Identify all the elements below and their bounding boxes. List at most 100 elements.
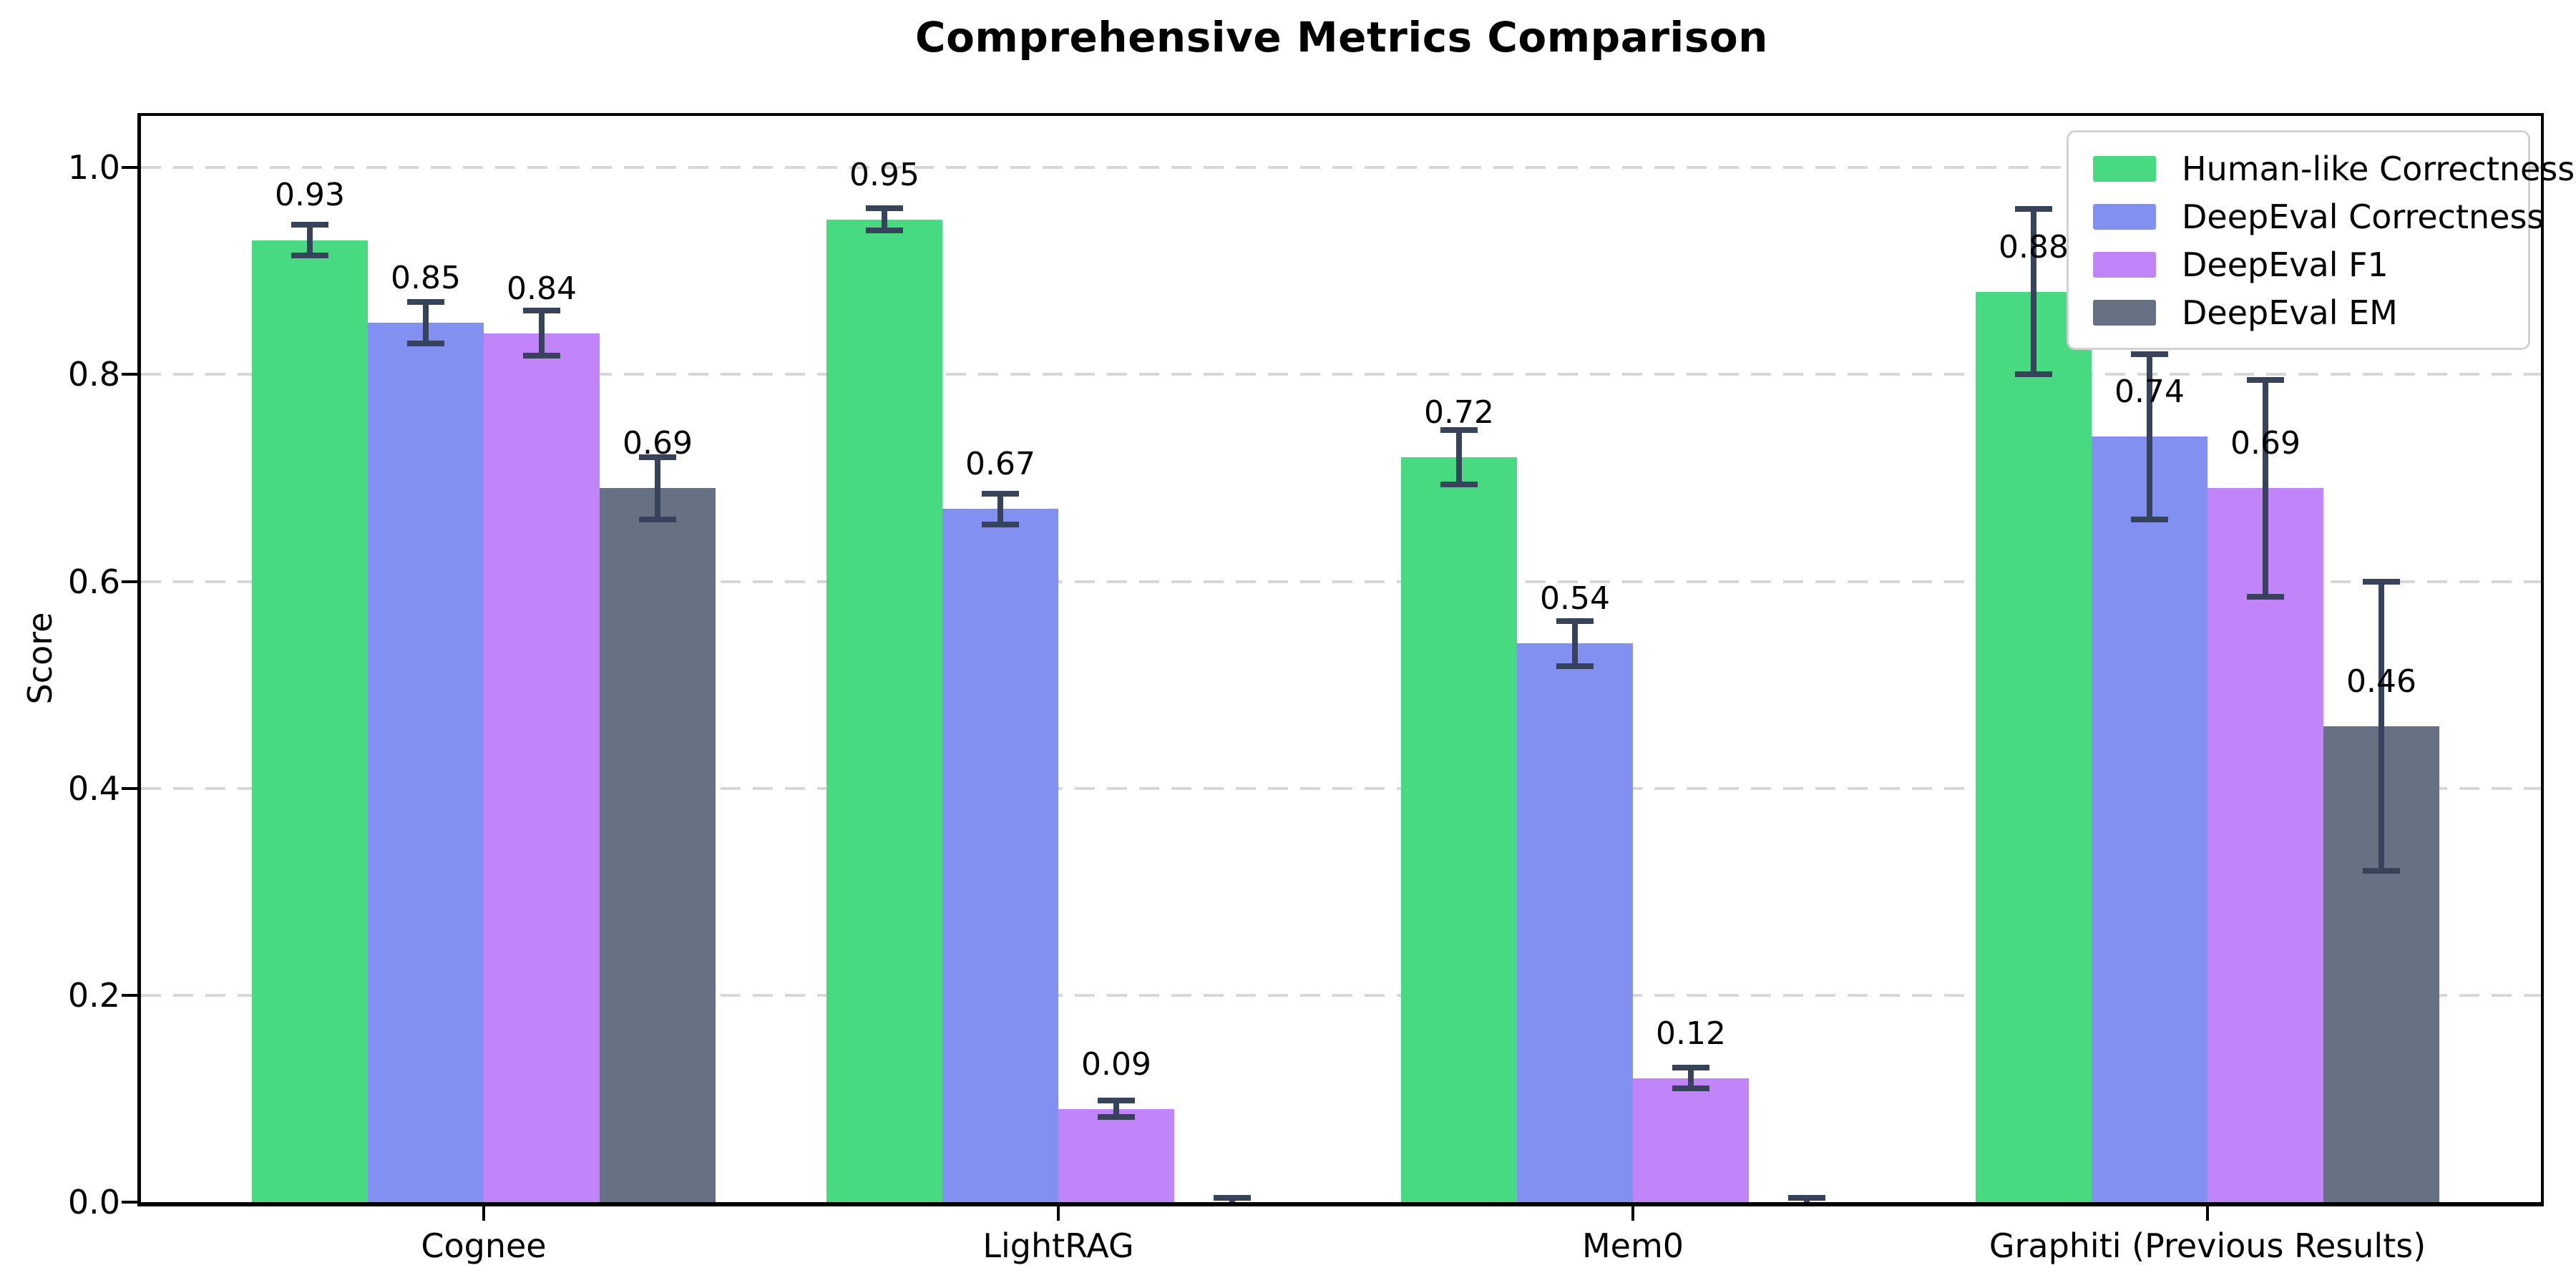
x-tick-label: LightRAG	[982, 1226, 1134, 1265]
bar-value-label: 0.69	[623, 425, 693, 462]
error-bar-cap	[1440, 427, 1478, 434]
error-bar-cap	[1672, 1085, 1709, 1091]
error-bar-cap	[1214, 1195, 1251, 1201]
bar-value-label: 0.84	[507, 270, 577, 307]
legend-label: Human-like Correctness	[2182, 150, 2575, 188]
y-axis-label: Score	[21, 612, 59, 705]
error-bar-cap	[2247, 594, 2284, 600]
error-bar-cap	[1098, 1098, 1135, 1104]
legend-swatch	[2093, 300, 2156, 326]
error-bar	[1688, 1068, 1694, 1088]
error-bar	[539, 310, 545, 356]
error-bar-cap	[2015, 371, 2052, 378]
gridline	[141, 580, 2541, 583]
error-bar-cap	[2131, 351, 2168, 357]
x-tick-label: Cognee	[421, 1226, 547, 1265]
legend-entry: Human-like Correctness	[2093, 151, 2575, 187]
error-bar-cap	[2247, 376, 2284, 383]
error-bar-cap	[2363, 578, 2400, 585]
bar	[942, 509, 1058, 1202]
error-bar	[423, 302, 429, 344]
bar	[1633, 1078, 1749, 1202]
error-bar-cap	[866, 205, 903, 211]
error-bar-cap	[2131, 516, 2168, 522]
bar-value-label: 0.54	[1540, 580, 1610, 618]
bar	[368, 323, 484, 1202]
error-bar-cap	[1098, 1114, 1135, 1121]
error-bar	[655, 457, 660, 519]
error-bar-cap	[407, 299, 444, 306]
bar-value-label: 0.09	[1081, 1045, 1151, 1083]
axis-spine-top	[137, 113, 2544, 116]
bar-value-label: 0.88	[1999, 228, 2069, 265]
bar	[1517, 643, 1633, 1202]
bar-value-label: 0.74	[2114, 374, 2185, 411]
bar	[1058, 1108, 1174, 1202]
y-tick-mark	[122, 373, 139, 376]
error-bar-cap	[982, 522, 1019, 528]
gridline	[141, 993, 2541, 997]
error-bar-cap	[639, 516, 676, 522]
error-bar	[2147, 353, 2152, 519]
legend-label: DeepEval F1	[2182, 245, 2389, 284]
x-tick-mark	[1057, 1206, 1060, 1221]
y-tick-label: 0.8	[67, 355, 120, 394]
bar-value-label: 0.69	[2230, 425, 2301, 462]
error-bar-cap	[1556, 663, 1594, 670]
plot-area: 0.93 0.95 0.72 0.88 0.85 0.67 0.54 0.74 0.84 0.09…	[141, 116, 2541, 1202]
legend-entry: DeepEval F1	[2093, 247, 2528, 283]
y-tick-mark	[122, 786, 139, 790]
error-bar	[307, 224, 313, 256]
legend-entry: DeepEval EM	[2093, 295, 2528, 331]
x-tick-label: Mem0	[1581, 1226, 1684, 1265]
legend-swatch	[2093, 156, 2156, 182]
y-tick-label: 1.0	[67, 148, 120, 187]
legend-label: DeepEval Correctness	[2182, 197, 2545, 236]
legend-entry: DeepEval Correctness	[2093, 199, 2544, 235]
x-tick-mark	[482, 1206, 485, 1221]
error-bar-cap	[2015, 206, 2052, 213]
error-bar	[2031, 209, 2036, 375]
x-tick-label: Graphiti (Previous Results)	[1989, 1226, 2426, 1265]
axis-spine-bottom	[137, 1202, 2544, 1206]
axis-spine-right	[2541, 113, 2544, 1206]
error-bar-cap	[1788, 1195, 1825, 1201]
bar-value-label: 0.95	[849, 156, 919, 193]
error-bar-cap	[1556, 618, 1594, 624]
bar	[252, 240, 368, 1202]
error-bar-cap	[291, 253, 328, 259]
bar-value-label: 0.12	[1656, 1015, 1726, 1052]
error-bar-cap	[866, 228, 903, 234]
bar-value-label: 0.93	[275, 177, 345, 214]
legend-label: DeepEval EM	[2182, 293, 2398, 332]
y-tick-label: 0.4	[67, 769, 120, 808]
bar	[1976, 291, 2092, 1202]
y-tick-label: 0.0	[67, 1183, 120, 1221]
y-tick-mark	[122, 1201, 139, 1204]
error-bar-cap	[523, 307, 560, 313]
y-tick-mark	[122, 580, 139, 583]
error-bar	[997, 493, 1003, 525]
y-tick-mark	[122, 166, 139, 170]
error-bar	[1456, 430, 1462, 484]
chart-title: Comprehensive Metrics Comparison	[915, 13, 1768, 62]
gridline	[141, 166, 2541, 170]
error-bar-cap	[1672, 1065, 1709, 1071]
y-tick-mark	[122, 993, 139, 997]
y-tick-label: 0.2	[67, 975, 120, 1015]
legend-swatch	[2093, 252, 2156, 278]
bar	[484, 333, 600, 1202]
error-bar	[2263, 379, 2268, 597]
gridline	[141, 373, 2541, 376]
bar-value-label: 0.67	[965, 446, 1035, 483]
y-tick-label: 0.6	[67, 562, 120, 601]
error-bar	[882, 208, 887, 231]
bar-value-label: 0.46	[2346, 663, 2416, 700]
bar	[826, 219, 942, 1202]
error-bar-cap	[407, 341, 444, 347]
bar	[2207, 488, 2323, 1202]
error-bar	[2379, 581, 2384, 872]
x-tick-mark	[2206, 1206, 2209, 1221]
error-bar-cap	[523, 353, 560, 359]
